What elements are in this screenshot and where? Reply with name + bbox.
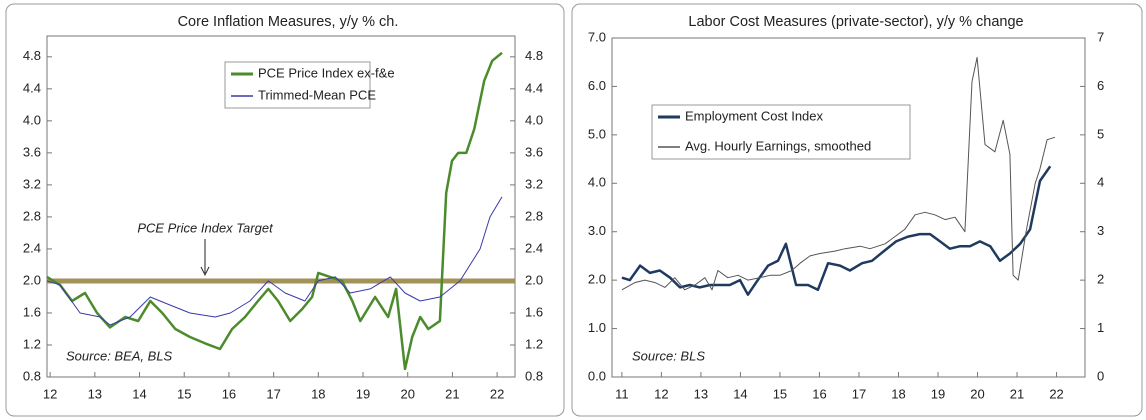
x-tick-label: 20 [970, 386, 984, 401]
y2-tick-label: 7 [1097, 29, 1104, 44]
y2-tick-label: 2 [1097, 272, 1104, 287]
y-tick-label: 0.0 [588, 368, 606, 383]
y-tick-label: 4.4 [23, 80, 41, 95]
plot-frame [46, 35, 516, 378]
y2-tick-label: 2.8 [525, 208, 543, 223]
y-tick-label: 6.0 [588, 78, 606, 93]
x-tick-label: 13 [88, 386, 102, 401]
y2-tick-label: 4.0 [525, 112, 543, 127]
x-tick-label: 21 [445, 386, 459, 401]
y2-tick-label: 0.8 [525, 368, 543, 383]
y2-tick-label: 4 [1097, 175, 1104, 190]
source-note: Source: BLS [632, 348, 705, 363]
legend-label: Employment Cost Index [685, 108, 824, 123]
legend-box [224, 61, 371, 109]
y-tick-label: 3.0 [588, 223, 606, 238]
x-tick-label: 16 [812, 386, 826, 401]
y2-tick-label: 4.8 [525, 48, 543, 63]
x-tick-label: 19 [356, 386, 370, 401]
target-arrowhead [200, 266, 210, 277]
y-tick-label: 1.2 [23, 336, 41, 351]
legend-label: Avg. Hourly Earnings, smoothed [685, 138, 871, 153]
legend-label: PCE Price Index ex-f&e [258, 65, 395, 80]
y-tick-label: 0.8 [23, 368, 41, 383]
y-tick-label: 2.0 [588, 272, 606, 287]
y-tick-label: 2.8 [23, 208, 41, 223]
x-tick-label: 13 [694, 386, 708, 401]
y-tick-label: 3.2 [23, 176, 41, 191]
y2-tick-label: 4.4 [525, 80, 543, 95]
x-tick-label: 12 [654, 386, 668, 401]
chart-title: Core Inflation Measures, y/y % ch. [178, 14, 399, 30]
series-line [621, 165, 1052, 296]
plot-frame [611, 37, 1086, 378]
series-line [621, 56, 1056, 291]
y-tick-label: 1.0 [588, 320, 606, 335]
x-tick-label: 14 [132, 386, 146, 401]
x-tick-label: 14 [733, 386, 747, 401]
x-tick-label: 18 [891, 386, 905, 401]
y2-tick-label: 1 [1097, 320, 1104, 335]
chart-title: Labor Cost Measures (private-sector), y/… [688, 14, 1023, 30]
y-tick-label: 4.0 [588, 175, 606, 190]
y-tick-label: 4.0 [23, 112, 41, 127]
x-tick-label: 20 [400, 386, 414, 401]
series-line [46, 51, 503, 371]
x-tick-label: 22 [490, 386, 504, 401]
x-tick-label: 15 [177, 386, 191, 401]
y2-tick-label: 6 [1097, 78, 1104, 93]
y-tick-label: 4.8 [23, 48, 41, 63]
y2-tick-label: 2.4 [525, 240, 543, 255]
y2-tick-label: 0 [1097, 368, 1104, 383]
y2-tick-label: 3.2 [525, 176, 543, 191]
x-tick-label: 11 [615, 386, 629, 401]
x-tick-label: 22 [1049, 386, 1063, 401]
y-tick-label: 2.0 [23, 272, 41, 287]
y-tick-label: 3.6 [23, 144, 41, 159]
y-tick-label: 1.6 [23, 304, 41, 319]
y-tick-label: 2.4 [23, 240, 41, 255]
y2-tick-label: 5 [1097, 126, 1104, 141]
x-tick-label: 17 [266, 386, 280, 401]
y-tick-label: 7.0 [588, 29, 606, 44]
y2-tick-label: 2.0 [525, 272, 543, 287]
series-line [46, 196, 503, 326]
x-tick-label: 18 [311, 386, 325, 401]
source-note: Source: BEA, BLS [66, 348, 173, 363]
panel-left [5, 3, 565, 417]
x-tick-label: 21 [1010, 386, 1024, 401]
x-tick-label: 16 [222, 386, 236, 401]
y-tick-label: 5.0 [588, 126, 606, 141]
legend-box [651, 104, 911, 160]
y2-tick-label: 1.6 [525, 304, 543, 319]
x-tick-label: 12 [43, 386, 57, 401]
y2-tick-label: 3 [1097, 223, 1104, 238]
x-tick-label: 19 [931, 386, 945, 401]
x-tick-label: 15 [773, 386, 787, 401]
legend-label: Trimmed-Mean PCE [258, 87, 376, 102]
y2-tick-label: 1.2 [525, 336, 543, 351]
target-label: PCE Price Index Target [137, 220, 274, 235]
y2-tick-label: 3.6 [525, 144, 543, 159]
x-tick-label: 17 [852, 386, 866, 401]
